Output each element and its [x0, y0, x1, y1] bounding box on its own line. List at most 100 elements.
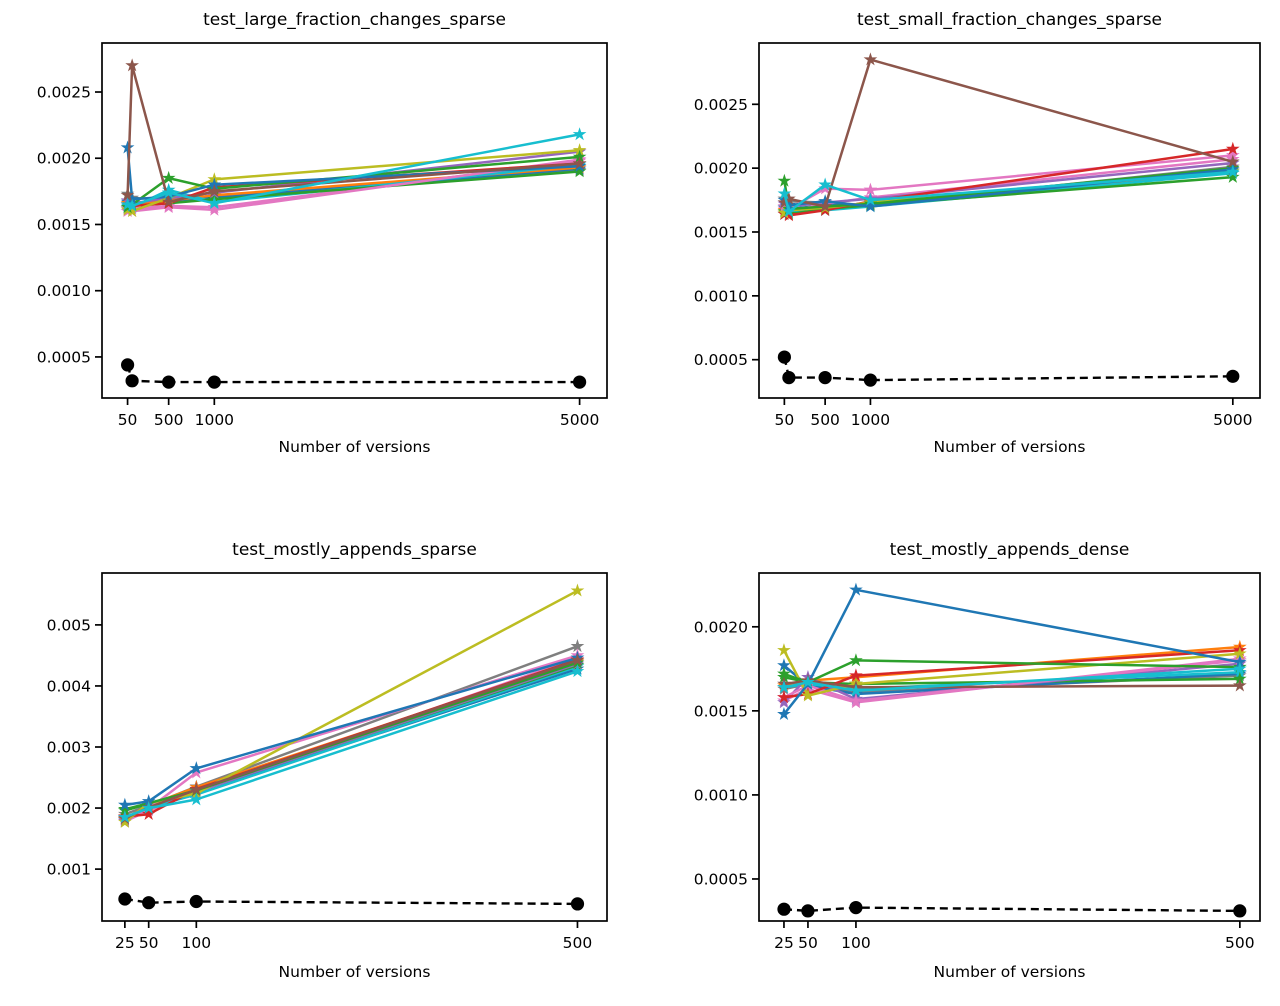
- star-marker: [125, 58, 139, 72]
- series-line-olive: [782, 649, 1242, 697]
- star-marker: [777, 186, 792, 200]
- circle-marker: [125, 374, 139, 388]
- baseline-line: [783, 906, 1240, 913]
- chart-test-small-fraction-changes-sparse: test_small_fraction_changes_sparse 50 500…: [640, 0, 1280, 503]
- circle-marker: [121, 358, 135, 372]
- star-marker: [801, 675, 815, 689]
- circle-marker: [570, 897, 585, 911]
- star-marker: [125, 192, 139, 206]
- baseline-line: [783, 356, 1233, 382]
- star-marker: [572, 127, 587, 141]
- star-marker: [161, 194, 176, 208]
- x-tick-label: 500: [1225, 934, 1255, 952]
- circle-marker: [162, 375, 176, 389]
- plot-border: [758, 42, 1261, 399]
- star-marker: [570, 583, 585, 597]
- plot-area: [120, 58, 587, 389]
- y-tick-label: 0.0005: [37, 348, 91, 366]
- plot-border: [101, 42, 608, 399]
- star-marker: [125, 204, 139, 218]
- circle-marker: [1226, 369, 1240, 383]
- star-marker: [207, 177, 222, 191]
- baseline-line: [124, 897, 578, 906]
- star-marker: [118, 814, 132, 828]
- x-tick-label: 500: [154, 411, 184, 429]
- y-tick-label: 0.0015: [694, 702, 748, 720]
- series-line-blue: [782, 588, 1242, 716]
- circle-marker: [801, 904, 815, 918]
- star-marker: [818, 177, 832, 191]
- x-tick-label: 50: [118, 411, 138, 429]
- plot-border: [758, 572, 1261, 922]
- star-marker: [777, 205, 792, 219]
- star-marker: [572, 164, 587, 178]
- star-marker: [1225, 164, 1240, 178]
- star-marker: [849, 683, 863, 697]
- star-marker: [161, 170, 176, 184]
- x-axis-label: Number of versions: [933, 438, 1086, 456]
- star-marker: [782, 208, 796, 222]
- star-marker: [570, 664, 585, 678]
- chart-test-mostly-appends-sparse: test_mostly_appends_sparse 25 50 100 500 0.0…: [0, 503, 640, 1006]
- x-tick-label: 5000: [560, 411, 599, 429]
- circle-marker: [207, 375, 221, 389]
- baseline-line: [126, 364, 580, 384]
- star-marker: [863, 192, 878, 206]
- y-tick-label: 0.004: [47, 677, 91, 695]
- plot-area: [118, 583, 585, 911]
- x-axis-label: Number of versions: [278, 438, 431, 456]
- star-marker: [125, 198, 139, 212]
- star-marker: [849, 693, 863, 707]
- chart-canvas: 50 500 1000 5000 0.0005 0.0010 0.0015 0.0020 0.0…: [37, 42, 608, 429]
- star-marker: [189, 765, 204, 779]
- x-tick-label: 5000: [1213, 411, 1252, 429]
- star-marker: [141, 800, 156, 814]
- y-tick-label: 0.0020: [37, 150, 91, 168]
- x-tick-label: 100: [841, 934, 871, 952]
- star-marker: [207, 196, 222, 210]
- y-tick-label: 0.002: [47, 800, 91, 818]
- star-marker: [189, 782, 204, 796]
- star-marker: [141, 806, 156, 820]
- x-axis-label: Number of versions: [933, 963, 1086, 981]
- y-tick-label: 0.003: [47, 739, 91, 757]
- x-tick-label: 1000: [195, 411, 234, 429]
- star-marker: [777, 695, 791, 709]
- plot-area: [777, 52, 1240, 387]
- chart-canvas: 25 50 100 500 0.001 0.002 0.003 0.004 0.005: [47, 572, 608, 952]
- y-tick-label: 0.0025: [694, 96, 748, 114]
- star-marker: [1233, 654, 1247, 668]
- series-line-cyan: [123, 670, 579, 819]
- star-marker: [118, 797, 132, 811]
- star-marker: [782, 191, 796, 205]
- star-marker: [777, 658, 791, 672]
- star-marker: [572, 156, 587, 170]
- circle-marker: [863, 373, 877, 387]
- star-marker: [189, 792, 204, 806]
- chart-title: test_mostly_appends_sparse: [232, 540, 477, 560]
- star-marker: [777, 666, 791, 680]
- circle-marker: [777, 902, 791, 916]
- chart-canvas: 25 50 100 500 0.0005 0.0010 0.0015 0.0020: [694, 572, 1261, 952]
- x-tick-label: 1000: [851, 411, 890, 429]
- star-marker: [863, 199, 878, 213]
- star-marker: [1225, 154, 1240, 168]
- y-tick-label: 0.0025: [37, 84, 91, 102]
- x-tick-label: 50: [139, 934, 159, 952]
- star-marker: [1225, 169, 1240, 183]
- star-marker: [849, 653, 863, 667]
- x-tick-label: 500: [810, 411, 840, 429]
- y-tick-label: 0.0010: [694, 786, 748, 804]
- star-marker: [120, 188, 135, 202]
- star-marker: [863, 52, 878, 66]
- star-marker: [818, 181, 832, 195]
- star-marker: [207, 184, 222, 198]
- x-tick-label: 500: [563, 934, 593, 952]
- x-tick-label: 25: [115, 934, 135, 952]
- circle-marker: [189, 894, 203, 909]
- star-marker: [1233, 671, 1247, 685]
- star-marker: [161, 185, 176, 199]
- circle-marker: [573, 375, 587, 389]
- x-tick-label: 100: [182, 934, 212, 952]
